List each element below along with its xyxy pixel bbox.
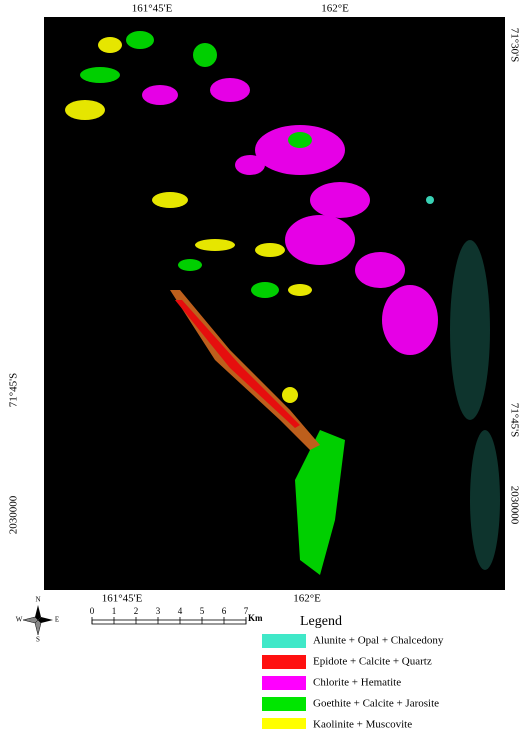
coord-label: 71°45'S bbox=[508, 403, 520, 438]
legend-swatch bbox=[262, 697, 306, 711]
scale-label: 1 bbox=[112, 606, 117, 616]
scale-label: 0 bbox=[90, 606, 95, 616]
coord-label: 71°30'S bbox=[508, 28, 520, 63]
legend-swatch bbox=[262, 718, 306, 732]
scale-label: 2 bbox=[134, 606, 139, 616]
coord-label: 161°45'E bbox=[132, 3, 173, 15]
legend: Alunite + Opal + Chalcedony Epidote + Cal… bbox=[262, 634, 444, 732]
coord-label: 71°45'S bbox=[8, 373, 20, 408]
west-label: W bbox=[16, 616, 23, 624]
legend-label: Chlorite + Hematite bbox=[313, 677, 401, 689]
coord-label: 2030000 bbox=[8, 495, 20, 534]
legend-label: Epidote + Calcite + Quartz bbox=[313, 656, 432, 668]
legend-label: Goethite + Calcite + Jarosite bbox=[313, 698, 439, 710]
legend-swatch bbox=[262, 655, 306, 669]
legend-label: Kaolinite + Muscovite bbox=[313, 719, 412, 729]
scale-bar-body bbox=[91, 619, 247, 625]
coord-label: 162°E bbox=[321, 3, 349, 15]
scale-label: 6 bbox=[222, 606, 227, 616]
map-frame bbox=[44, 17, 505, 590]
scale-unit: Km bbox=[248, 613, 263, 623]
scale-label: 3 bbox=[156, 606, 161, 616]
scale-label: 5 bbox=[200, 606, 205, 616]
north-arrow: N S W E bbox=[16, 596, 59, 644]
scale-label: 4 bbox=[178, 606, 183, 616]
map-features bbox=[65, 31, 500, 575]
scale-bar: 0 1 2 3 4 5 6 7Km bbox=[90, 606, 263, 625]
legend-swatch bbox=[262, 634, 306, 648]
coord-label: 2030000 bbox=[508, 486, 520, 525]
scale-label: 7 bbox=[244, 606, 249, 616]
legend-label: Alunite + Opal + Chalcedony bbox=[313, 635, 444, 647]
coord-label: 162°E bbox=[293, 593, 321, 605]
legend-title: Legend bbox=[300, 614, 342, 629]
north-label: N bbox=[35, 596, 40, 604]
south-label: S bbox=[36, 636, 40, 644]
legend-swatch bbox=[262, 676, 306, 690]
east-label: E bbox=[55, 616, 59, 624]
coord-label: 161°45'E bbox=[102, 593, 143, 605]
